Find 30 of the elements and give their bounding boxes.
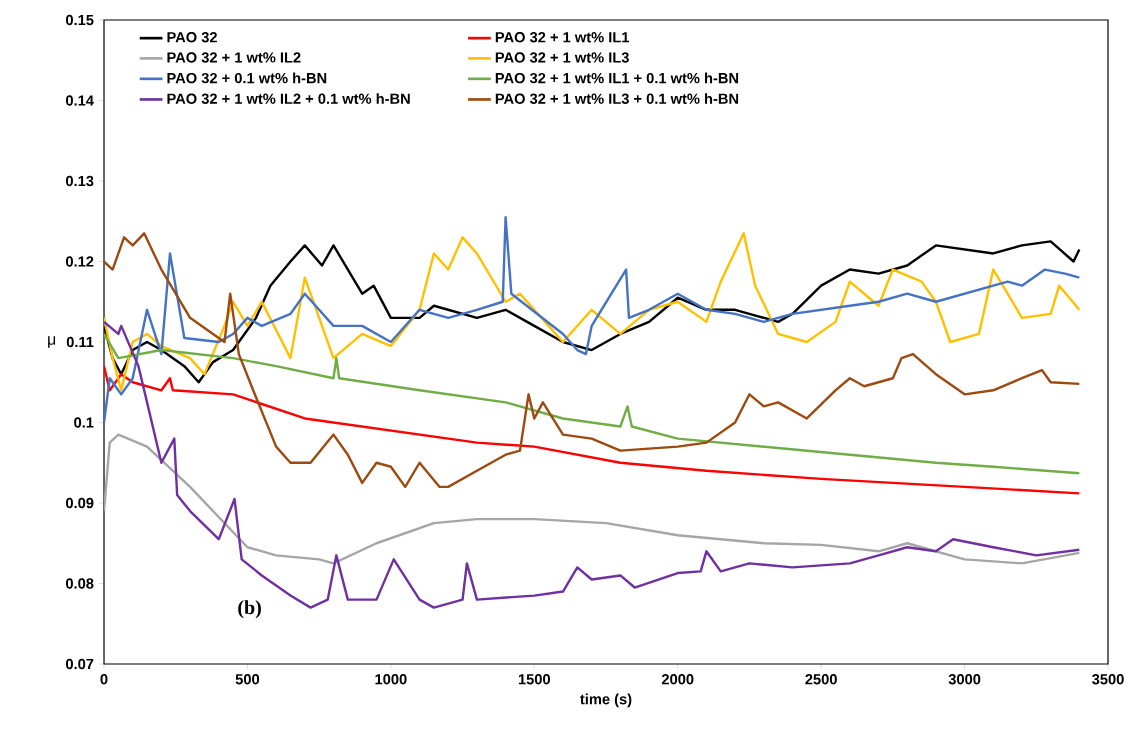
y-tick-label: 0.09	[66, 497, 94, 509]
y-tick-label: 0.08	[66, 578, 94, 589]
y-tick-label: 0.11	[66, 336, 94, 348]
legend-label: PAO 32 + 1 wt% IL2	[167, 52, 301, 63]
y-tick-label: 0.13	[66, 175, 94, 187]
legend-label: PAO 32 + 1 wt% IL3 + 0.1 wt% h-BN	[495, 93, 739, 104]
legend-label: PAO 32 + 1 wt% IL1 + 0.1 wt% h-BN	[495, 72, 739, 84]
y-tick-label: 0.15	[66, 14, 94, 26]
legend-label: PAO 32	[167, 32, 217, 43]
y-axis-title: μ	[48, 336, 56, 348]
x-tick-label: 2000	[661, 674, 694, 685]
legend-label: PAO 32 + 0.1 wt% h-BN	[167, 72, 327, 84]
y-tick-label: 0.14	[66, 95, 94, 106]
x-tick-label: 3500	[1092, 674, 1124, 685]
x-tick-label: 500	[235, 674, 260, 685]
legend-label: PAO 32 + 1 wt% IL2 + 0.1 wt% h-BN	[167, 93, 410, 104]
annotation: (b)	[238, 600, 261, 619]
x-tick-label: 0	[100, 674, 108, 685]
legend-label: PAO 32 + 1 wt% IL1	[495, 32, 630, 43]
y-tick-label: 0.07	[66, 658, 94, 670]
y-tick-label: 0.12	[66, 256, 94, 267]
line-series	[104, 433, 1081, 565]
x-axis-title: time (s)	[580, 693, 632, 708]
x-tick-label: 1000	[375, 674, 407, 685]
x-tick-label: 2500	[805, 674, 837, 685]
legend-label: PAO 32 + 1 wt% IL3	[495, 52, 629, 63]
x-tick-label: 1500	[518, 674, 550, 685]
x-tick-label: 3000	[948, 674, 981, 685]
line-series	[104, 232, 1081, 489]
y-tick-label: 0.1	[74, 417, 94, 428]
